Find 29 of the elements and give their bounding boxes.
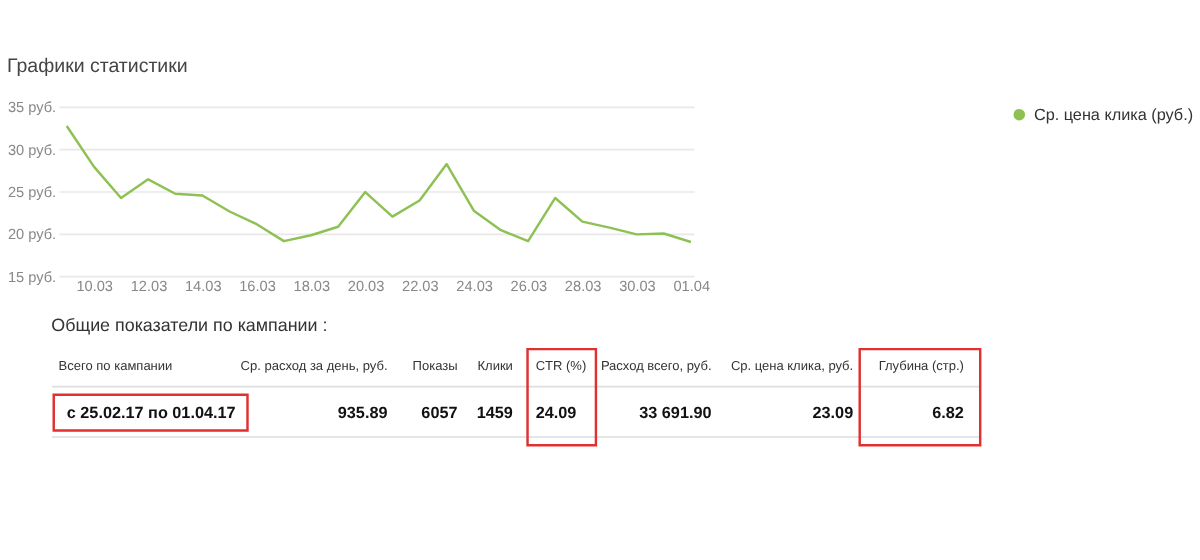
x-tick-label: 12.03	[130, 277, 168, 296]
x-tick-label: 10.03	[76, 277, 114, 296]
text: 33 691.90	[639, 403, 713, 422]
y-tick-label: 25 руб.	[7, 182, 57, 201]
x-tick-label: 14.03	[184, 277, 222, 296]
text: 23.09	[812, 403, 855, 422]
x-tick-label: 20.03	[347, 277, 385, 296]
x-tick-label: 26.03	[510, 277, 548, 296]
chart-title: Графики статистики	[7, 56, 188, 79]
x-tick-label: 16.03	[239, 277, 276, 296]
x-tick-label: 24.03	[456, 277, 493, 296]
x-tick-label: 18.03	[293, 277, 331, 296]
x-tick-label: 28.03	[564, 277, 602, 296]
x-tick-label: 30.03	[619, 277, 656, 296]
text: 1459	[476, 403, 514, 422]
text: 24.09	[535, 403, 578, 422]
text: 935.89	[337, 403, 389, 422]
line-series	[65, 124, 693, 244]
y-tick-label: 15 руб.	[7, 267, 57, 286]
x-tick-label: 22.03	[402, 277, 439, 296]
text: с 25.02.17 по 01.04.17	[66, 403, 237, 422]
text: 6057	[421, 403, 459, 422]
text: Общие показатели по кампании :	[51, 315, 328, 336]
text: 6.82	[932, 403, 965, 422]
x-tick-label: 01.04	[673, 277, 711, 296]
y-tick-label: 30 руб.	[7, 140, 57, 159]
legend-label: Ср. цена клика (руб.)	[1033, 105, 1194, 124]
y-tick-label: 35 руб.	[7, 98, 57, 117]
y-tick-label: 20 руб.	[7, 225, 57, 244]
